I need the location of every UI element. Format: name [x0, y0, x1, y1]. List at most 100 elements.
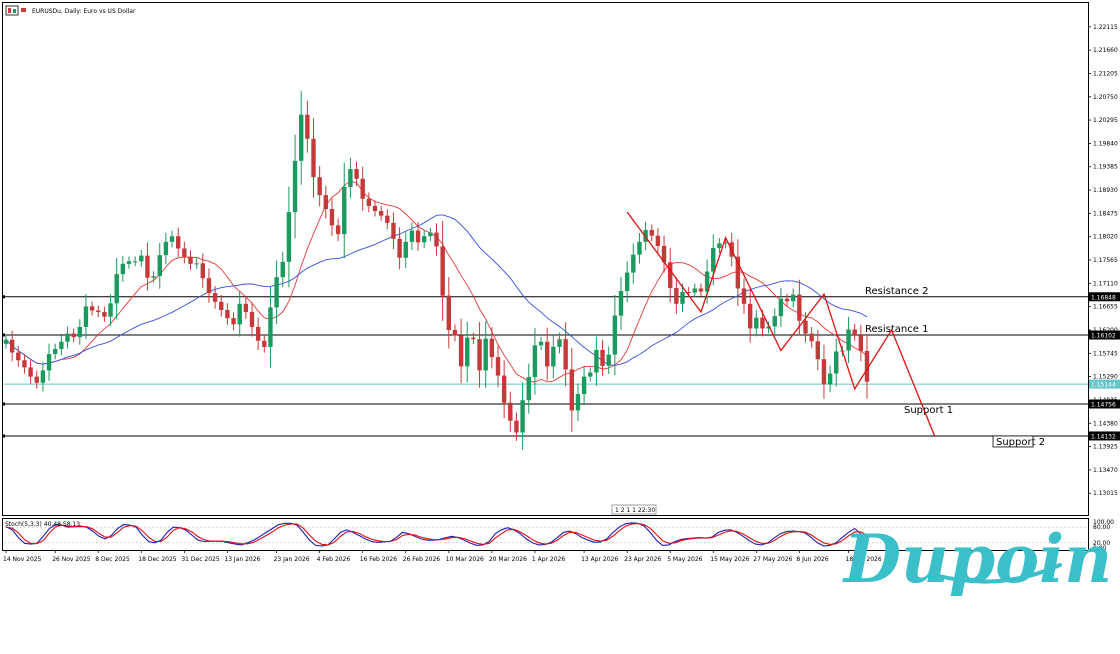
candle-body	[766, 326, 771, 329]
candle-body	[575, 394, 581, 411]
time-axis-label: 18 Jun 2026	[846, 556, 882, 563]
candle-body	[717, 243, 722, 248]
candle-body	[821, 359, 827, 385]
candle-body	[311, 138, 316, 178]
candle-body	[415, 230, 421, 243]
candle-body	[649, 230, 654, 236]
candle-body	[852, 329, 857, 336]
chart-icon	[5, 5, 19, 16]
candle-body	[120, 263, 126, 275]
candle-body	[606, 354, 611, 366]
candle-body	[268, 307, 273, 347]
candle-body	[219, 301, 224, 310]
candle-body	[569, 369, 574, 411]
candle-body	[182, 248, 187, 257]
brand-logo: Dupoin	[842, 520, 1112, 598]
time-axis-label: 1 Apr 2026	[532, 556, 565, 563]
candle-body	[686, 292, 691, 294]
stoch-signal-line	[5, 523, 868, 546]
candle-body	[612, 315, 618, 355]
candle-body	[704, 271, 710, 292]
candle-body	[434, 232, 439, 247]
candle-body	[53, 348, 58, 355]
candle-body	[59, 341, 64, 349]
time-axis-label: 14 Nov 2025	[3, 556, 42, 563]
candle-body	[206, 278, 212, 294]
candle-body	[446, 295, 451, 330]
candle-body	[96, 310, 101, 313]
candle-body	[335, 225, 341, 235]
time-axis-label: 26 Feb 2026	[403, 556, 441, 563]
price-pane	[2, 2, 1089, 516]
slow-ma-line	[5, 214, 868, 366]
candle-body	[827, 373, 833, 385]
candle-body	[139, 255, 144, 262]
candle-body	[46, 354, 52, 371]
price-axis-label: 1.21660	[1093, 47, 1118, 54]
level-price-tag-text: 1.14756	[1091, 401, 1116, 408]
candle-body	[797, 294, 802, 321]
candle-body	[563, 339, 568, 370]
level-price-tag-text: 1.16102	[1091, 332, 1116, 339]
chart-header: EURUSDu, Daily: Euro vs US Dollar	[5, 5, 136, 16]
candle-body	[815, 341, 820, 360]
candle-body	[262, 340, 267, 347]
candle-body	[157, 255, 162, 277]
price-axis-label: 1.16655	[1093, 304, 1118, 311]
candle-body	[784, 298, 790, 302]
period-separator-tag[interactable]: 1 2 1 1 22:30	[611, 504, 657, 515]
time-axis-label: 8 Jun 2026	[796, 556, 828, 563]
candle-body	[760, 317, 765, 329]
level-anchor[interactable]	[2, 333, 5, 337]
candle-body	[40, 370, 46, 383]
candle-body	[440, 246, 445, 296]
candle-body	[588, 372, 593, 377]
time-axis-label: 27 May 2026	[753, 556, 792, 563]
price-axis-label: 1.18020	[1093, 234, 1118, 241]
candle-body	[391, 222, 396, 239]
candle-body	[409, 230, 415, 242]
candle-body	[360, 178, 365, 199]
candle-body	[723, 242, 728, 244]
candle-body	[77, 326, 82, 338]
candle-body	[428, 232, 433, 237]
candle-body	[526, 377, 531, 401]
candle-body	[791, 294, 796, 302]
time-axis-label: 15 May 2026	[710, 556, 749, 563]
candle-body	[249, 312, 255, 327]
candle-body	[237, 303, 242, 325]
candle-body	[864, 350, 870, 382]
level-anchor[interactable]	[2, 295, 5, 299]
candle-body	[329, 209, 335, 226]
time-axis-label: 13 Apr 2026	[581, 556, 618, 563]
level-anchor[interactable]	[2, 434, 5, 438]
candle-body	[378, 211, 384, 216]
candle-body	[83, 306, 89, 327]
candle-body	[600, 349, 605, 366]
candle-body	[348, 169, 353, 187]
candle-body	[508, 402, 513, 421]
level-price-tag	[1089, 330, 1120, 340]
level-price-tag-text: 1.16848	[1091, 294, 1116, 301]
time-axis-label: 26 Nov 2025	[52, 556, 91, 563]
candle-body	[741, 288, 747, 304]
price-axis-label: 1.14380	[1093, 420, 1118, 427]
candle-body	[803, 320, 808, 334]
candle-body	[89, 306, 95, 311]
level-label: Resistance 2	[865, 286, 928, 297]
level-anchor[interactable]	[2, 402, 5, 406]
candle-body	[711, 247, 716, 272]
price-axis-label: 1.17565	[1093, 257, 1118, 264]
candle-body	[366, 198, 372, 206]
candle-body	[65, 333, 70, 342]
candle-body	[458, 335, 464, 367]
candle-body	[243, 303, 249, 313]
time-axis-label: 8 Dec 2025	[95, 556, 130, 563]
price-axis-label: 1.16200	[1093, 327, 1118, 334]
candle-body	[483, 338, 488, 371]
candle-body	[108, 303, 113, 317]
time-axis-label: 4 Feb 2026	[317, 556, 351, 563]
candle-body	[274, 277, 279, 308]
zigzag-trendline[interactable]	[626, 211, 936, 437]
candle-body	[323, 195, 328, 210]
